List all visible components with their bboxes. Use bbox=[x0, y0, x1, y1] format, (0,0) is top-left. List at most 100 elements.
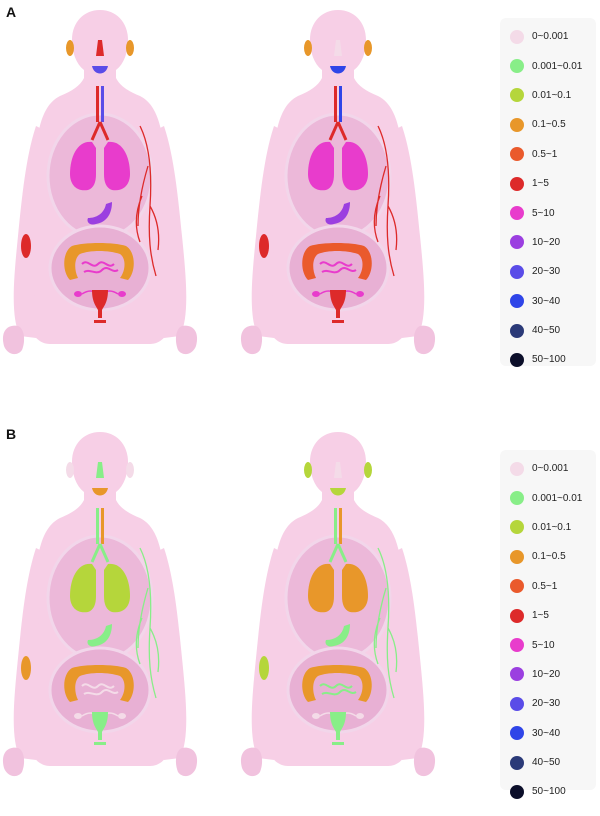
legend-swatch bbox=[510, 755, 524, 770]
legend-swatch bbox=[510, 323, 524, 338]
legend-item: 30~40 bbox=[504, 287, 592, 316]
legend-swatch bbox=[510, 579, 524, 594]
stomach bbox=[87, 624, 112, 647]
lung-right bbox=[104, 563, 130, 613]
ovary-right bbox=[118, 713, 126, 719]
lung-left bbox=[308, 563, 334, 613]
legend-item: 20~30 bbox=[504, 257, 592, 286]
colon bbox=[64, 665, 134, 702]
blood-vessels bbox=[373, 125, 398, 277]
ovary-left bbox=[312, 713, 320, 719]
stomach bbox=[87, 202, 112, 225]
nasal-cavity bbox=[96, 462, 104, 478]
uterus bbox=[330, 290, 346, 318]
legend-label: 0.1~0.5 bbox=[532, 119, 566, 131]
legend-label: 0.001~0.01 bbox=[532, 60, 583, 72]
legend-label: 0.01~0.1 bbox=[532, 521, 572, 533]
legend-label: 1~5 bbox=[532, 610, 549, 622]
lung-left bbox=[308, 141, 334, 191]
trachea bbox=[96, 508, 99, 544]
esophagus bbox=[339, 86, 342, 122]
legend-label: 0.5~1 bbox=[532, 580, 558, 592]
panel-a: A bbox=[0, 0, 600, 396]
legend-swatch bbox=[510, 352, 524, 367]
legend-label: 20~30 bbox=[532, 698, 561, 710]
stomach bbox=[325, 202, 350, 225]
bronchi bbox=[328, 543, 348, 563]
lung-right bbox=[342, 563, 368, 613]
legend-label: 10~20 bbox=[532, 668, 561, 680]
legend-label: 0~0.001 bbox=[532, 463, 569, 475]
legend-swatch bbox=[510, 176, 524, 191]
legend-item: 1~5 bbox=[504, 601, 592, 630]
legend-swatch bbox=[510, 29, 524, 44]
stomach bbox=[325, 624, 350, 647]
legend-item: 1~5 bbox=[504, 169, 592, 198]
legend-swatch bbox=[510, 294, 524, 309]
colon bbox=[302, 243, 372, 280]
vagina bbox=[332, 742, 344, 745]
ear-left bbox=[66, 40, 74, 56]
legend-item: 0.1~0.5 bbox=[504, 542, 592, 571]
vagina bbox=[94, 742, 106, 745]
mouth bbox=[92, 66, 108, 74]
ear-right bbox=[126, 462, 134, 478]
legend-item: 0.01~0.1 bbox=[504, 513, 592, 542]
small-intestine bbox=[81, 261, 119, 274]
body-figure-a-right bbox=[238, 6, 438, 358]
uterus bbox=[92, 712, 108, 740]
legend-swatch bbox=[510, 264, 524, 279]
ear-right bbox=[126, 40, 134, 56]
panel-letter: B bbox=[6, 426, 17, 442]
legend-item: 40~50 bbox=[504, 316, 592, 345]
legend-swatch bbox=[510, 117, 524, 132]
trachea bbox=[334, 508, 337, 544]
legend: 0~0.001 0.001~0.01 0.01~0.1 0.1~0.5 0.5~1 1~5… bbox=[500, 18, 596, 367]
lung-right bbox=[104, 141, 130, 191]
panel-letter: A bbox=[6, 4, 17, 20]
legend-item: 50~100 bbox=[504, 345, 592, 374]
legend-item: 0~0.001 bbox=[504, 22, 592, 51]
ovary-left bbox=[74, 713, 82, 719]
ovary-left bbox=[312, 291, 320, 297]
legend-swatch bbox=[510, 147, 524, 162]
vagina bbox=[332, 320, 344, 323]
legend-item: 0~0.001 bbox=[504, 454, 592, 483]
nasal-cavity bbox=[334, 40, 342, 56]
small-intestine bbox=[319, 261, 357, 274]
ear-left bbox=[304, 462, 312, 478]
legend-item: 10~20 bbox=[504, 660, 592, 689]
lung-left bbox=[70, 563, 96, 613]
arm-patch bbox=[21, 234, 31, 258]
legend: 0~0.001 0.001~0.01 0.01~0.1 0.1~0.5 0.5~1 1~5… bbox=[500, 450, 596, 799]
legend-swatch bbox=[510, 667, 524, 682]
legend-item: 40~50 bbox=[504, 748, 592, 777]
vagina bbox=[94, 320, 106, 323]
uterus bbox=[330, 712, 346, 740]
legend-swatch bbox=[510, 206, 524, 221]
arm-patch bbox=[259, 656, 269, 680]
legend-label: 0.1~0.5 bbox=[532, 551, 566, 563]
uterus bbox=[92, 290, 108, 318]
legend-swatch bbox=[510, 520, 524, 535]
legend-label: 40~50 bbox=[532, 325, 561, 337]
legend-item: 30~40 bbox=[504, 719, 592, 748]
mouth bbox=[330, 66, 346, 74]
ovary-right bbox=[356, 713, 364, 719]
bronchi bbox=[328, 121, 348, 141]
legend-swatch bbox=[510, 638, 524, 653]
legend-label: 50~100 bbox=[532, 354, 566, 366]
colon bbox=[64, 243, 134, 280]
legend-label: 0.01~0.1 bbox=[532, 89, 572, 101]
ovary-right bbox=[356, 291, 364, 297]
legend-label: 20~30 bbox=[532, 266, 561, 278]
small-intestine bbox=[81, 683, 119, 696]
lung-right bbox=[342, 141, 368, 191]
ear-right bbox=[364, 40, 372, 56]
legend-label: 40~50 bbox=[532, 757, 561, 769]
bronchi bbox=[90, 543, 110, 563]
legend-swatch bbox=[510, 235, 524, 250]
small-intestine bbox=[319, 683, 357, 696]
body-figure-b-left bbox=[0, 428, 200, 780]
legend-item: 0.5~1 bbox=[504, 140, 592, 169]
